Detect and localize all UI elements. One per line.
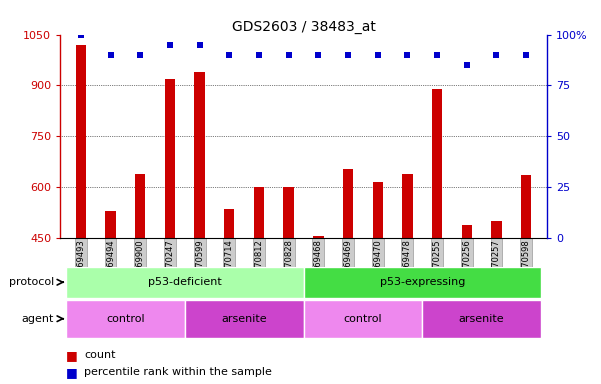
Text: p53-expressing: p53-expressing: [380, 277, 465, 287]
Bar: [66, 267, 304, 298]
Bar: [402, 174, 413, 238]
Text: arsenite: arsenite: [459, 314, 504, 324]
Bar: [373, 182, 383, 238]
Bar: [105, 211, 116, 238]
Bar: [165, 79, 175, 238]
Text: p53-deficient: p53-deficient: [148, 277, 222, 287]
Text: ■: ■: [66, 366, 82, 379]
Bar: [194, 72, 205, 238]
Bar: [491, 221, 502, 238]
Bar: [304, 300, 423, 338]
Bar: [313, 237, 323, 238]
Bar: [521, 175, 531, 238]
Text: count: count: [84, 350, 115, 360]
Text: protocol: protocol: [9, 277, 54, 287]
Bar: [185, 300, 304, 338]
Title: GDS2603 / 38483_at: GDS2603 / 38483_at: [231, 20, 376, 33]
Text: control: control: [344, 314, 382, 324]
Bar: [254, 187, 264, 238]
Bar: [304, 267, 541, 298]
Text: percentile rank within the sample: percentile rank within the sample: [84, 367, 272, 377]
Bar: [423, 300, 541, 338]
Text: agent: agent: [22, 314, 54, 324]
Text: control: control: [106, 314, 145, 324]
Bar: [135, 174, 145, 238]
Bar: [284, 187, 294, 238]
Bar: [66, 300, 185, 338]
Bar: [432, 89, 442, 238]
Text: arsenite: arsenite: [221, 314, 267, 324]
Text: ■: ■: [66, 349, 82, 362]
Bar: [76, 45, 86, 238]
Bar: [224, 209, 234, 238]
Bar: [462, 225, 472, 238]
Bar: [343, 169, 353, 238]
